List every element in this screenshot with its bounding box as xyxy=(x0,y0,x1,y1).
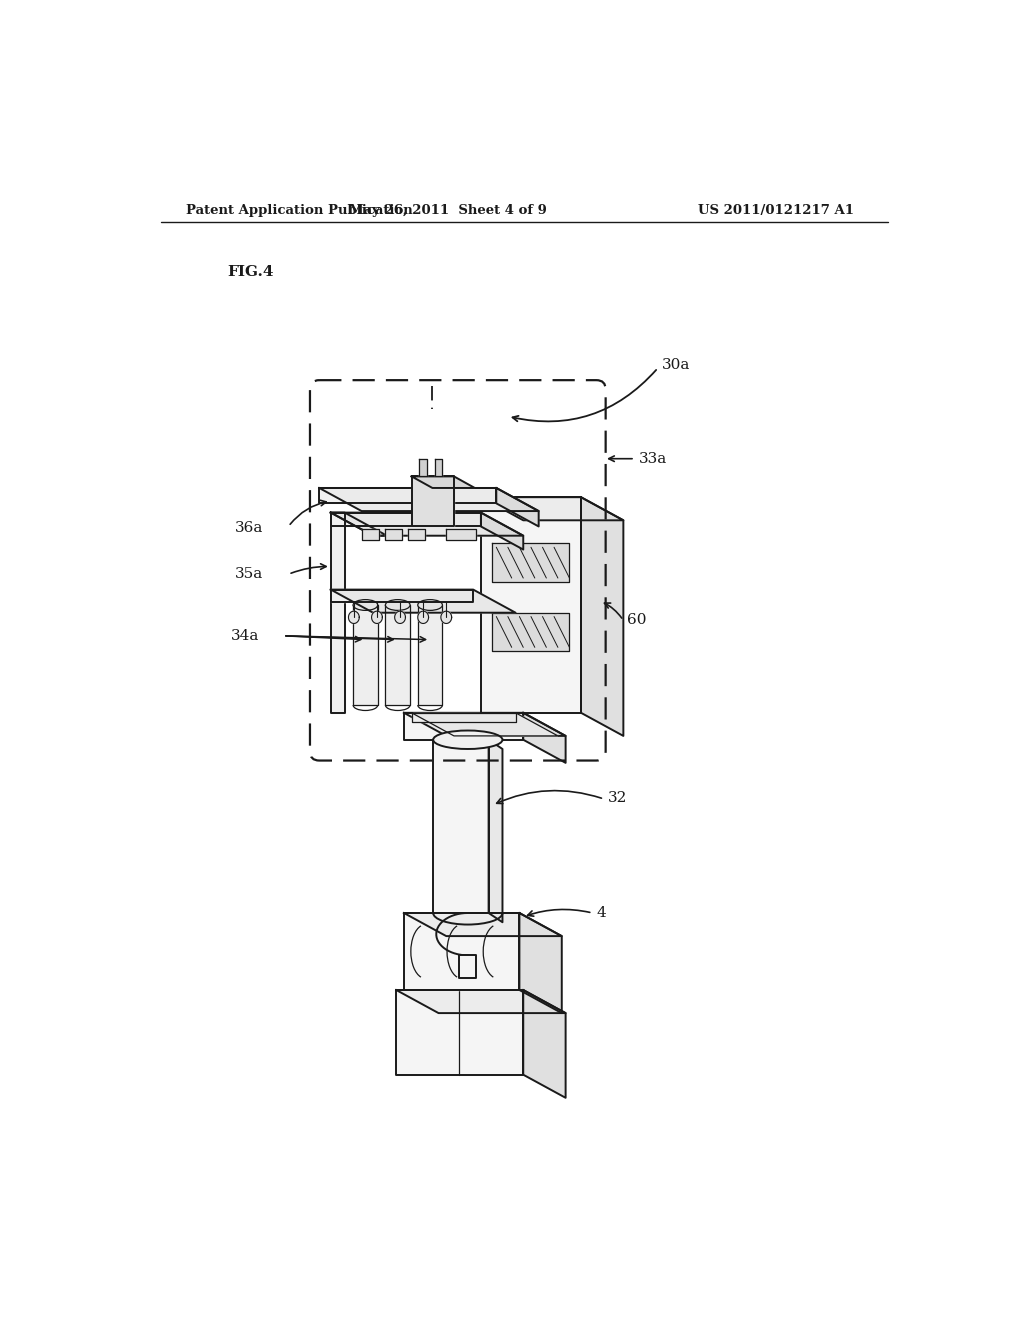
Polygon shape xyxy=(331,590,515,612)
Polygon shape xyxy=(460,956,476,978)
Text: FIG.4: FIG.4 xyxy=(226,265,273,280)
Polygon shape xyxy=(412,477,475,488)
Text: 36a: 36a xyxy=(234,521,263,535)
Text: US 2011/0121217 A1: US 2011/0121217 A1 xyxy=(698,205,854,218)
Text: 34a: 34a xyxy=(230,628,259,643)
Polygon shape xyxy=(403,913,519,990)
Polygon shape xyxy=(331,512,523,536)
Polygon shape xyxy=(493,612,569,651)
Polygon shape xyxy=(418,605,442,705)
Polygon shape xyxy=(446,529,475,540)
Polygon shape xyxy=(403,713,565,737)
Polygon shape xyxy=(441,611,452,623)
Polygon shape xyxy=(331,512,345,713)
Polygon shape xyxy=(581,498,624,737)
Polygon shape xyxy=(331,512,481,527)
Text: 30a: 30a xyxy=(662,358,690,372)
Ellipse shape xyxy=(353,599,378,610)
Polygon shape xyxy=(412,713,558,737)
Text: Patent Application Publication: Patent Application Publication xyxy=(186,205,413,218)
Polygon shape xyxy=(319,488,539,511)
Polygon shape xyxy=(481,498,624,520)
Polygon shape xyxy=(331,590,473,602)
Text: May 26, 2011  Sheet 4 of 9: May 26, 2011 Sheet 4 of 9 xyxy=(349,205,547,218)
Polygon shape xyxy=(396,990,523,1074)
Ellipse shape xyxy=(418,599,442,610)
Polygon shape xyxy=(519,913,562,1014)
Text: 32: 32 xyxy=(608,791,628,804)
Polygon shape xyxy=(497,488,539,527)
Polygon shape xyxy=(412,477,454,527)
Polygon shape xyxy=(403,913,562,936)
Text: 33a: 33a xyxy=(639,451,667,466)
Text: 35a: 35a xyxy=(234,568,263,581)
Polygon shape xyxy=(435,459,442,477)
Polygon shape xyxy=(394,611,406,623)
Ellipse shape xyxy=(433,730,503,748)
Polygon shape xyxy=(412,713,515,722)
Polygon shape xyxy=(385,529,401,540)
Polygon shape xyxy=(481,498,581,713)
Text: 60: 60 xyxy=(628,614,647,627)
Polygon shape xyxy=(361,529,379,540)
Polygon shape xyxy=(419,459,427,477)
Polygon shape xyxy=(433,739,488,913)
Polygon shape xyxy=(319,488,497,503)
Polygon shape xyxy=(481,512,523,549)
Polygon shape xyxy=(403,713,523,739)
Polygon shape xyxy=(385,605,410,705)
Polygon shape xyxy=(523,990,565,1098)
Polygon shape xyxy=(408,529,425,540)
Polygon shape xyxy=(331,512,387,536)
Polygon shape xyxy=(488,739,503,923)
Text: 4: 4 xyxy=(596,906,606,920)
Polygon shape xyxy=(493,544,569,582)
Polygon shape xyxy=(372,611,382,623)
Polygon shape xyxy=(396,990,565,1014)
Polygon shape xyxy=(418,611,429,623)
Polygon shape xyxy=(523,713,565,763)
Polygon shape xyxy=(348,611,359,623)
Ellipse shape xyxy=(385,599,410,610)
Polygon shape xyxy=(353,605,378,705)
